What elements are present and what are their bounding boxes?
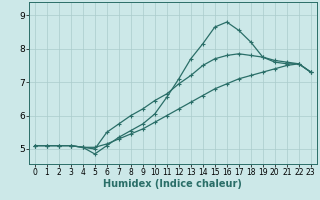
X-axis label: Humidex (Indice chaleur): Humidex (Indice chaleur): [103, 179, 242, 189]
